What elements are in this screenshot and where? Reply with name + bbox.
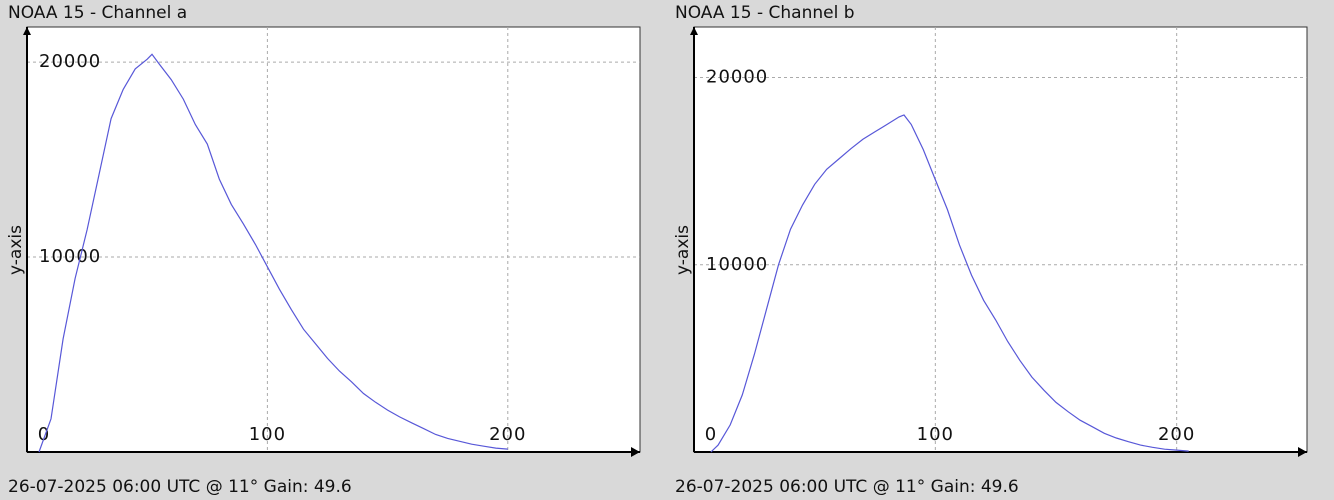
y-axis-arrow xyxy=(690,27,698,35)
x-tick-label: 0 xyxy=(705,424,717,445)
x-tick-label: 100 xyxy=(249,424,286,445)
x-tick-label: 200 xyxy=(489,424,526,445)
footer: 26-07-2025 06:00 UTC @ 11° Gain: 49.6 xyxy=(8,477,352,497)
y-axis-arrow xyxy=(23,27,31,35)
y-axis-label: y-axis xyxy=(6,225,26,275)
plot-area xyxy=(26,26,641,453)
y-tick-label: 10000 xyxy=(706,254,768,275)
y-tick-label: 10000 xyxy=(39,246,101,267)
data-line xyxy=(710,114,1189,453)
panel-title: NOAA 15 - Channel a xyxy=(8,3,187,23)
footer: 26-07-2025 06:00 UTC @ 11° Gain: 49.6 xyxy=(675,477,1019,497)
x-axis-arrow xyxy=(1298,447,1307,457)
x-tick-label: 100 xyxy=(917,424,954,445)
y-tick-label: 20000 xyxy=(39,51,101,72)
y-axis-label: y-axis xyxy=(673,225,693,275)
y-tick-label: 20000 xyxy=(706,67,768,88)
x-axis-arrow xyxy=(631,447,640,457)
x-tick-label: 0 xyxy=(38,424,50,445)
data-line xyxy=(38,53,508,453)
panel-title: NOAA 15 - Channel b xyxy=(675,3,855,23)
plot-area xyxy=(693,26,1308,453)
x-tick-label: 200 xyxy=(1158,424,1195,445)
